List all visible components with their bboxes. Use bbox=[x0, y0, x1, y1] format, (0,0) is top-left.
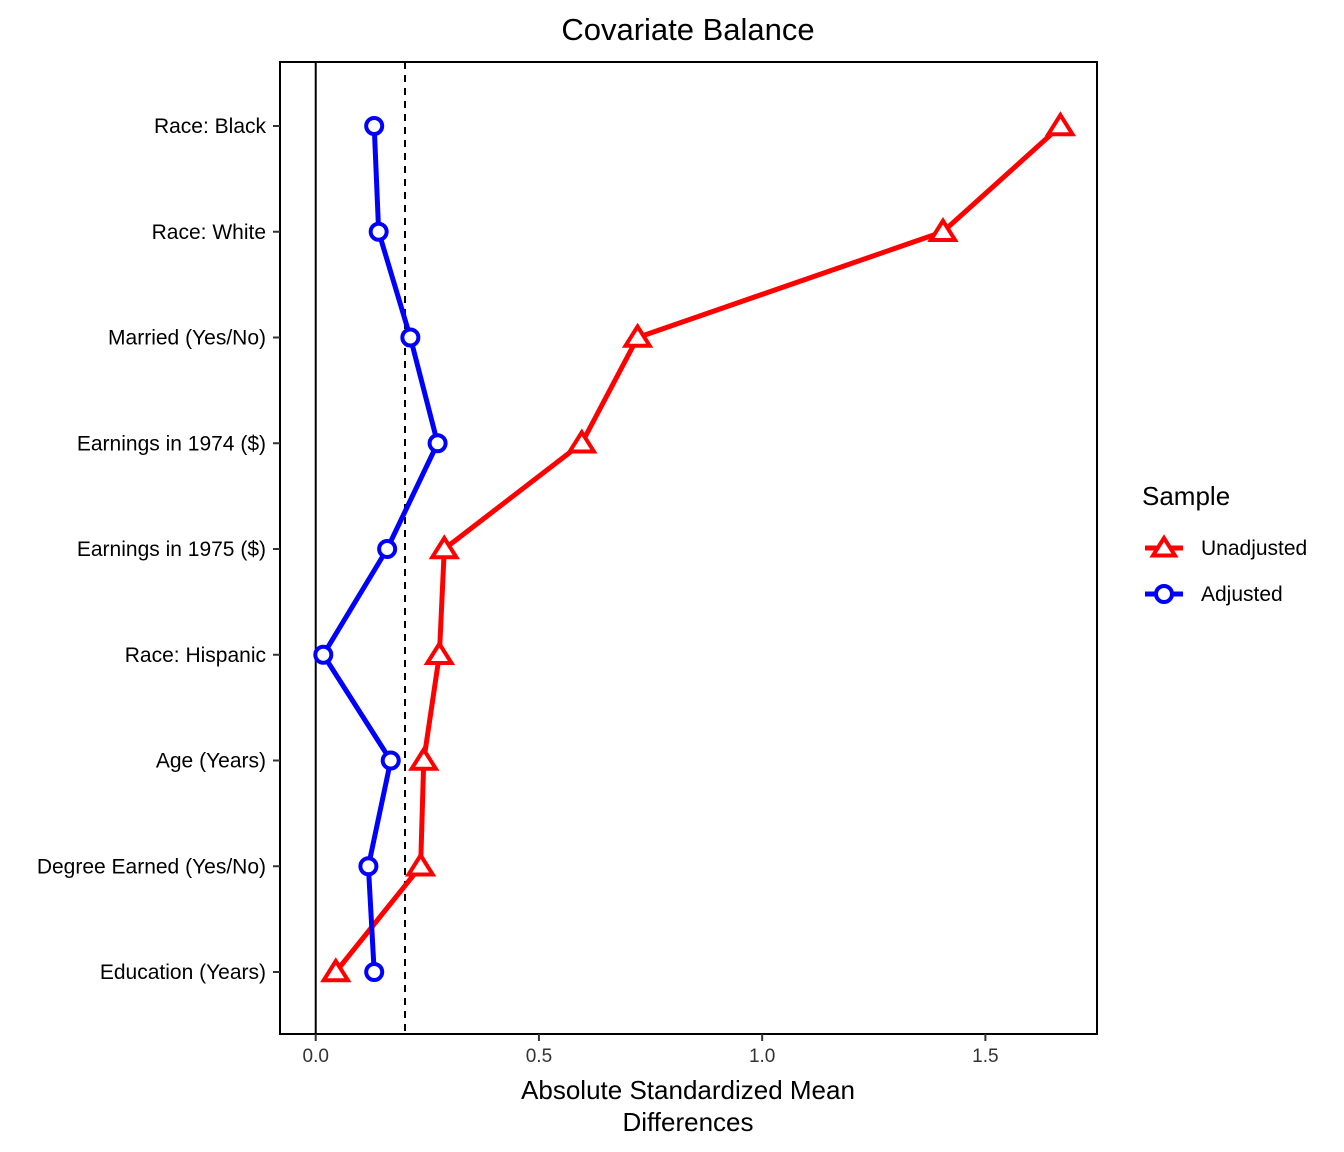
adjusted-point bbox=[380, 750, 401, 771]
y-tick-label: Age (Years) bbox=[156, 750, 266, 773]
adjusted-point bbox=[368, 221, 389, 242]
y-tick-label: Race: White bbox=[152, 221, 266, 244]
legend-adjusted-marker bbox=[1154, 584, 1174, 604]
x-axis-title-line-2: Differences bbox=[622, 1107, 753, 1137]
y-tick-label: Education (Years) bbox=[100, 961, 266, 984]
y-tick-label: Married (Yes/No) bbox=[108, 327, 266, 350]
legend-unadjusted-marker bbox=[1149, 534, 1179, 558]
unadjusted-point bbox=[404, 851, 437, 877]
unadjusted-point bbox=[428, 534, 461, 560]
y-tick-label: Degree Earned (Yes/No) bbox=[37, 855, 266, 878]
unadjusted-point bbox=[927, 216, 959, 242]
legend-title: Sample bbox=[1142, 481, 1230, 511]
unadjusted-point bbox=[566, 428, 598, 454]
y-tick-label: Race: Black bbox=[154, 115, 267, 138]
x-tick-label: 0.0 bbox=[303, 1046, 329, 1067]
legend-unadjusted-label: Unadjusted bbox=[1201, 537, 1307, 560]
adjusted-point bbox=[427, 433, 448, 454]
adjusted-point bbox=[313, 644, 334, 665]
unadjusted-point bbox=[320, 957, 352, 983]
unadjusted-point bbox=[408, 745, 440, 771]
unadjusted-point bbox=[423, 639, 456, 665]
x-axis-title-line-1: Absolute Standardized Mean bbox=[521, 1075, 855, 1105]
y-tick-label: Race: Hispanic bbox=[125, 644, 266, 667]
x-tick-label: 1.5 bbox=[972, 1046, 998, 1067]
unadjusted-point bbox=[1044, 111, 1077, 137]
adjusted-point bbox=[377, 539, 398, 559]
adjusted-point bbox=[400, 327, 421, 348]
legend-adjusted-label: Adjusted bbox=[1201, 583, 1283, 606]
y-tick-label: Earnings in 1975 ($) bbox=[77, 538, 266, 561]
unadjusted-point bbox=[621, 322, 654, 348]
chart-title: Covariate Balance bbox=[561, 12, 814, 47]
adjusted-point bbox=[364, 116, 385, 136]
adjusted-point bbox=[364, 962, 385, 982]
x-tick-label: 1.0 bbox=[749, 1046, 775, 1067]
x-tick-label: 0.5 bbox=[526, 1046, 552, 1067]
y-tick-label: Earnings in 1974 ($) bbox=[77, 432, 266, 455]
adjusted-point bbox=[358, 856, 379, 877]
legend: Sample Unadjusted Adjusted bbox=[1142, 481, 1307, 606]
